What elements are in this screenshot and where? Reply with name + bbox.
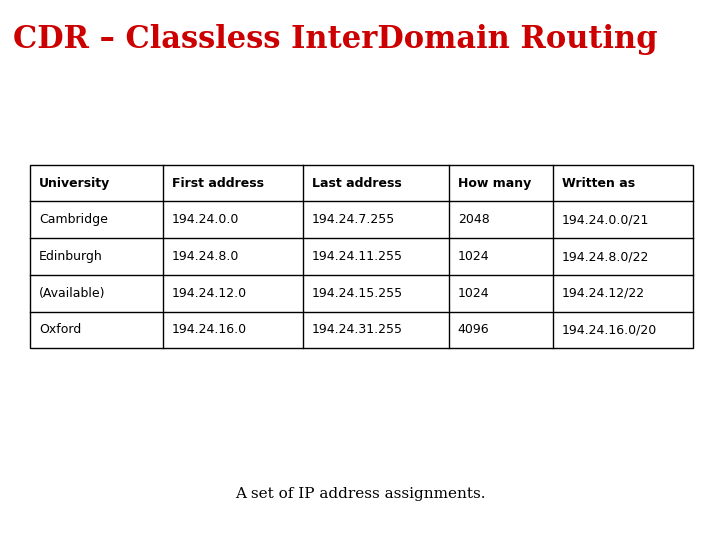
Text: Cambridge: Cambridge [39, 213, 108, 226]
Text: 194.24.12/22: 194.24.12/22 [562, 287, 645, 300]
Text: 194.24.11.255: 194.24.11.255 [312, 250, 402, 263]
Text: 194.24.0.0/21: 194.24.0.0/21 [562, 213, 649, 226]
Text: 194.24.16.0: 194.24.16.0 [172, 323, 247, 336]
Text: (Available): (Available) [39, 287, 105, 300]
Text: 194.24.7.255: 194.24.7.255 [312, 213, 395, 226]
Text: 4096: 4096 [458, 323, 490, 336]
Text: 194.24.16.0/20: 194.24.16.0/20 [562, 323, 657, 336]
Text: CDR – Classless InterDomain Routing: CDR – Classless InterDomain Routing [13, 24, 657, 55]
Text: 194.24.15.255: 194.24.15.255 [312, 287, 402, 300]
Text: 194.24.0.0: 194.24.0.0 [172, 213, 240, 226]
Text: Edinburgh: Edinburgh [39, 250, 103, 263]
Text: 194.24.8.0/22: 194.24.8.0/22 [562, 250, 649, 263]
Text: 194.24.8.0: 194.24.8.0 [172, 250, 240, 263]
Text: First address: First address [172, 177, 264, 190]
Text: Last address: Last address [312, 177, 402, 190]
Text: Oxford: Oxford [39, 323, 81, 336]
Text: 2048: 2048 [458, 213, 490, 226]
Text: Written as: Written as [562, 177, 635, 190]
Text: 1024: 1024 [458, 287, 490, 300]
Text: 194.24.12.0: 194.24.12.0 [172, 287, 247, 300]
Text: 194.24.31.255: 194.24.31.255 [312, 323, 402, 336]
Text: University: University [39, 177, 110, 190]
Text: A set of IP address assignments.: A set of IP address assignments. [235, 487, 485, 501]
Text: How many: How many [458, 177, 531, 190]
Text: 1024: 1024 [458, 250, 490, 263]
